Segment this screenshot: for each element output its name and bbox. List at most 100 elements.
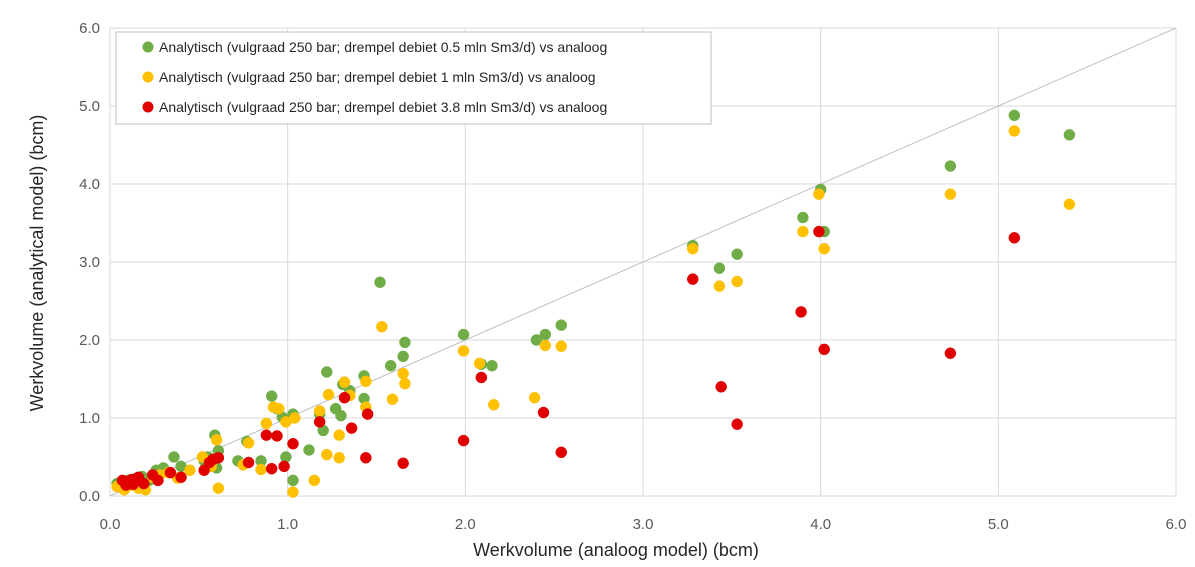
data-point — [242, 456, 255, 469]
data-point — [280, 451, 292, 463]
data-point — [175, 471, 187, 484]
data-point — [555, 446, 568, 459]
data-point — [303, 444, 315, 456]
data-point — [384, 359, 397, 372]
data-point — [539, 328, 552, 341]
x-tick-label: 5.0 — [988, 516, 1009, 533]
data-point — [555, 319, 568, 331]
data-point — [242, 437, 255, 449]
data-point — [212, 452, 225, 464]
data-point — [386, 393, 399, 406]
data-point — [287, 474, 299, 487]
data-point — [1063, 129, 1076, 141]
data-point — [1008, 232, 1021, 244]
data-point — [486, 359, 498, 372]
data-point — [321, 448, 333, 461]
data-point — [944, 160, 957, 172]
x-tick-label: 4.0 — [810, 516, 831, 533]
legend-label: Analytisch (vulgraad 250 bar; drempel de… — [159, 69, 596, 85]
legend-marker — [142, 101, 154, 113]
y-axis-title: Werkvolume (analytical model) (bcm) — [27, 115, 47, 412]
data-point — [397, 350, 409, 363]
legend-box — [115, 31, 712, 125]
data-point — [260, 429, 273, 441]
data-point — [731, 418, 743, 430]
data-point — [333, 452, 345, 464]
data-point — [271, 430, 283, 442]
data-point — [313, 405, 326, 417]
data-point — [818, 242, 830, 255]
data-point — [813, 225, 825, 238]
data-point — [473, 357, 486, 370]
axes: 0.0 1.0 2.0 3.0 4.0 5.0 6.0 0.0 1.0 2.0 3.0 4.0 5.0 6… — [79, 20, 1186, 533]
data-point — [795, 306, 807, 318]
data-point — [265, 462, 278, 475]
x-tick-label: 0.0 — [100, 516, 121, 533]
data-point — [287, 486, 299, 498]
data-point — [397, 457, 409, 469]
data-point — [168, 451, 180, 463]
data-point — [313, 416, 326, 428]
legend: Analytisch (vulgraad 250 bar; drempel de… — [115, 31, 712, 125]
data-point — [335, 409, 347, 422]
data-point — [360, 452, 372, 464]
series-3 — [116, 225, 1021, 491]
legend-marker — [142, 71, 154, 83]
data-point — [360, 375, 372, 388]
data-point — [488, 398, 500, 411]
data-point — [731, 275, 743, 288]
data-point — [399, 377, 411, 390]
x-axis-title: Werkvolume (analoog model) (bcm) — [473, 540, 759, 560]
y-tick-label: 1.0 — [79, 410, 100, 427]
data-point — [686, 242, 699, 255]
legend-marker — [142, 41, 154, 53]
data-point — [278, 460, 290, 473]
data-point — [338, 376, 351, 388]
legend-label: Analytisch (vulgraad 250 bar; drempel de… — [159, 99, 607, 115]
data-point — [260, 417, 273, 430]
data-point — [537, 406, 550, 419]
data-point — [713, 262, 726, 274]
data-point — [265, 390, 278, 402]
data-point — [797, 211, 809, 224]
legend-label: Analytisch (vulgraad 250 bar; drempel de… — [159, 39, 607, 55]
y-tick-label: 5.0 — [79, 98, 100, 115]
data-point — [376, 320, 388, 333]
data-point — [289, 412, 301, 424]
data-point — [944, 347, 957, 360]
data-point — [273, 402, 285, 415]
x-tick-label: 3.0 — [633, 516, 654, 533]
data-point — [528, 391, 541, 404]
data-point — [152, 474, 164, 487]
data-point — [713, 280, 726, 292]
data-point — [475, 371, 488, 384]
data-point — [731, 248, 743, 260]
data-point — [399, 336, 411, 349]
data-point — [210, 434, 223, 446]
data-point — [345, 422, 358, 434]
y-tick-label: 6.0 — [79, 20, 100, 37]
data-point — [944, 188, 957, 200]
data-point — [374, 276, 386, 289]
data-point — [457, 434, 470, 447]
data-point — [457, 328, 470, 341]
data-point — [184, 464, 196, 477]
data-point — [333, 429, 345, 441]
data-point — [818, 343, 830, 356]
data-point — [397, 367, 409, 380]
data-point — [797, 225, 809, 238]
y-tick-label: 4.0 — [79, 176, 100, 193]
data-point — [1008, 109, 1021, 122]
data-point — [308, 474, 321, 487]
y-tick-label: 3.0 — [79, 254, 100, 271]
data-point — [1008, 125, 1021, 137]
data-point — [457, 345, 470, 357]
data-point — [539, 339, 552, 352]
data-point — [338, 391, 351, 404]
x-tick-label: 6.0 — [1166, 516, 1187, 533]
data-point — [164, 466, 177, 479]
x-tick-label: 2.0 — [455, 516, 476, 533]
data-point — [715, 381, 727, 393]
